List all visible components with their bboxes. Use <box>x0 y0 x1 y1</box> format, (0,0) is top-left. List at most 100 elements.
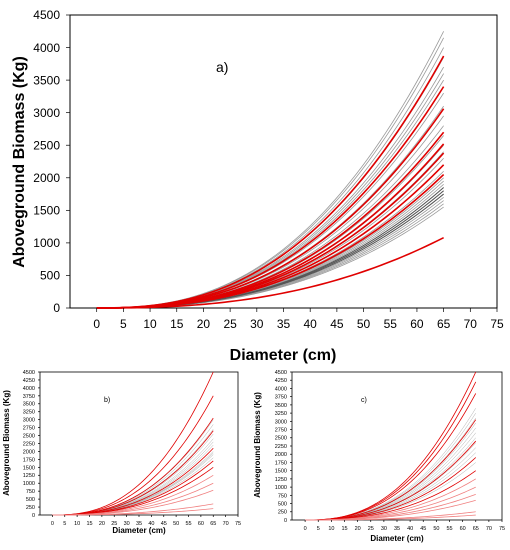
red-curve-11 <box>52 508 214 516</box>
panel-a-x-axis-title: Diameter (cm) <box>230 347 337 364</box>
x-tick-label: 5 <box>120 317 127 331</box>
x-tick-label: 35 <box>136 521 142 527</box>
x-tick-label: 75 <box>235 521 241 527</box>
x-tick-label: 0 <box>304 526 307 532</box>
x-tick-label: 15 <box>86 521 92 527</box>
x-tick-label: 30 <box>250 317 264 331</box>
panel-b-x-ticks: 0 5 10 15 20 25 30 35 40 45 50 55 60 65 70 75 <box>51 515 241 527</box>
y-tick-label: 250 <box>278 510 287 516</box>
panel-c-y-axis-title: Aboveground Biomass (Kg) <box>253 392 262 498</box>
panel-a-y-ticks: 0 500 1000 1500 2000 2500 3000 3500 4000 4500 <box>33 8 70 315</box>
x-tick-label: 10 <box>328 526 334 532</box>
x-tick-label: 45 <box>330 317 344 331</box>
y-tick-label: 1500 <box>33 204 60 218</box>
y-tick-label: 3000 <box>33 106 60 120</box>
y-tick-label: 3000 <box>275 419 287 425</box>
panel-c-chart: 0 5 10 15 20 25 30 35 40 45 50 55 60 65 70 75 0 250 500 75… <box>253 370 505 543</box>
x-tick-label: 50 <box>357 317 371 331</box>
x-tick-label: 60 <box>198 521 204 527</box>
y-tick-label: 1500 <box>23 465 35 471</box>
y-tick-label: 2250 <box>275 444 287 450</box>
y-tick-label: 4000 <box>275 386 287 392</box>
x-tick-label: 70 <box>223 521 229 527</box>
x-tick-label: 40 <box>148 521 154 527</box>
x-tick-label: 30 <box>381 526 387 532</box>
y-tick-label: 3500 <box>23 402 35 408</box>
x-tick-label: 20 <box>355 526 361 532</box>
y-tick-label: 2000 <box>23 449 35 455</box>
y-tick-label: 2000 <box>33 171 60 185</box>
y-tick-label: 2000 <box>275 452 287 458</box>
x-tick-label: 45 <box>161 521 167 527</box>
y-tick-label: 500 <box>278 501 287 507</box>
panel-c-y-ticks: 0 250 500 750 1000 1250 1500 1750 2000 2250 2500 27… <box>275 370 292 524</box>
y-tick-label: 500 <box>40 269 60 283</box>
y-tick-label: 0 <box>53 301 60 315</box>
y-tick-label: 2750 <box>275 427 287 433</box>
panel-c-series <box>305 371 477 521</box>
panel-b-plot-area <box>39 371 239 516</box>
y-tick-label: 4500 <box>275 370 287 376</box>
y-tick-label: 3750 <box>275 395 287 401</box>
panel-c-plot-area <box>291 371 503 521</box>
x-tick-label: 75 <box>490 317 504 331</box>
y-tick-label: 1000 <box>275 485 287 491</box>
y-tick-label: 3250 <box>275 411 287 417</box>
y-tick-label: 4500 <box>33 8 60 22</box>
y-tick-label: 750 <box>26 489 35 495</box>
panel-a-chart: 0 5 10 15 20 25 30 35 40 45 50 55 60 65 70 75 0 500 1000 1… <box>11 8 504 364</box>
x-tick-label: 70 <box>486 526 492 532</box>
x-tick-label: 55 <box>384 317 398 331</box>
x-tick-label: 55 <box>446 526 452 532</box>
x-tick-label: 10 <box>74 521 80 527</box>
panel-b-y-axis-title: Aboveground Biomass (Kg) <box>2 390 11 496</box>
y-tick-label: 1000 <box>33 236 60 250</box>
panel-a-label: a) <box>216 59 228 75</box>
y-tick-label: 3500 <box>275 403 287 409</box>
panel-c-label: c) <box>361 397 367 404</box>
x-tick-label: 30 <box>124 521 130 527</box>
x-tick-label: 50 <box>433 526 439 532</box>
x-tick-label: 25 <box>111 521 117 527</box>
x-tick-label: 55 <box>185 521 191 527</box>
panel-a-plot-area <box>69 14 498 309</box>
x-tick-label: 65 <box>210 521 216 527</box>
y-tick-label: 250 <box>26 505 35 511</box>
panel-b-x-axis-title: Diameter (cm) <box>112 526 166 535</box>
y-tick-label: 4250 <box>23 378 35 384</box>
y-tick-label: 1500 <box>275 469 287 475</box>
x-tick-label: 0 <box>93 317 100 331</box>
y-tick-label: 2500 <box>23 433 35 439</box>
y-tick-label: 3000 <box>23 418 35 424</box>
panel-b-series <box>52 371 214 516</box>
x-tick-label: 10 <box>143 317 157 331</box>
panel-b-y-ticks: 0 250 500 750 1000 1250 1500 1750 2000 2250 250027… <box>23 370 40 519</box>
y-tick-label: 0 <box>284 518 287 524</box>
y-tick-label: 4000 <box>23 386 35 392</box>
x-tick-label: 20 <box>197 317 211 331</box>
x-tick-label: 65 <box>473 526 479 532</box>
y-tick-label: 4000 <box>33 41 60 55</box>
x-tick-label: 35 <box>277 317 291 331</box>
x-tick-label: 5 <box>63 521 66 527</box>
x-tick-label: 15 <box>341 526 347 532</box>
red-curve-8 <box>96 236 444 309</box>
x-tick-label: 60 <box>460 526 466 532</box>
x-tick-label: 25 <box>368 526 374 532</box>
y-tick-label: 2500 <box>275 436 287 442</box>
x-tick-label: 65 <box>437 317 451 331</box>
y-tick-label: 4250 <box>275 378 287 384</box>
x-tick-label: 60 <box>410 317 424 331</box>
x-tick-label: 45 <box>420 526 426 532</box>
y-tick-label: 750 <box>278 493 287 499</box>
panel-c-x-ticks: 0 5 10 15 20 25 30 35 40 45 50 55 60 65 70 75 <box>304 520 505 532</box>
x-tick-label: 40 <box>304 317 318 331</box>
x-tick-label: 50 <box>173 521 179 527</box>
x-tick-label: 0 <box>51 521 54 527</box>
y-tick-label: 1000 <box>23 481 35 487</box>
x-tick-label: 40 <box>407 526 413 532</box>
y-tick-label: 1750 <box>275 460 287 466</box>
x-tick-label: 15 <box>170 317 184 331</box>
x-tick-label: 75 <box>499 526 505 532</box>
